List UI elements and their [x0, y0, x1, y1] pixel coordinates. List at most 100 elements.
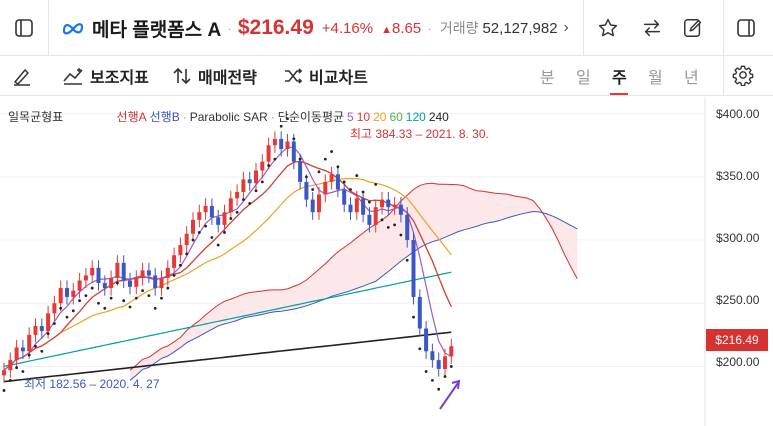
compare-chart-label: 비교차트 [309, 70, 368, 87]
sar-dot [342, 180, 346, 184]
sar-dot [191, 238, 195, 242]
candle-body [102, 283, 107, 289]
sar-dot [305, 175, 308, 179]
legend-item: · [182, 110, 187, 124]
candle-body [241, 179, 246, 193]
period-day[interactable]: 일 [576, 70, 591, 87]
y-axis-label: $300.00 [716, 231, 760, 245]
sar-dot [90, 286, 94, 290]
candle-body [310, 199, 315, 213]
sar-dot [109, 296, 113, 300]
candle-body [266, 145, 271, 162]
candle-body [222, 212, 227, 225]
legend-item: Parabolic SAR [189, 110, 268, 124]
sar-dot [216, 243, 220, 247]
indicators-button[interactable]: 보조지표 [62, 64, 149, 88]
candle-body [260, 161, 265, 171]
sar-dot [65, 315, 69, 319]
sar-dot [15, 366, 18, 370]
change-amount: ▲8.65 [381, 20, 421, 37]
candle-body [109, 277, 114, 289]
candle-body [443, 356, 447, 369]
leading-span-a-line [129, 182, 578, 371]
sar-dot [361, 190, 365, 194]
period-minute[interactable]: 분 [540, 70, 555, 87]
candle-body [430, 351, 435, 361]
candle-body [449, 346, 454, 357]
candle-body [178, 245, 183, 256]
sar-dot [59, 306, 63, 310]
candle-body [52, 303, 57, 314]
legend-item: 선행B [149, 110, 180, 124]
period-month[interactable]: 월 [648, 70, 663, 87]
candle-body [380, 199, 384, 208]
y-axis-label: $350.00 [716, 169, 760, 183]
ma-240-line [3, 331, 452, 383]
candle-body [367, 214, 372, 225]
sar-dot [380, 218, 384, 222]
strategy-button[interactable]: 매매전략 [172, 64, 257, 88]
sar-dot [210, 236, 214, 239]
sidebar-toggle-button[interactable] [8, 12, 40, 44]
candle-body [77, 280, 82, 291]
candle-body [405, 214, 410, 241]
sar-dot [21, 370, 25, 373]
candle-body [417, 296, 422, 329]
stock-price: $216.49 [237, 16, 314, 39]
candle-body [329, 174, 334, 182]
sar-dot [172, 274, 176, 277]
strategy-label: 매매전략 [198, 70, 257, 87]
period-year[interactable]: 년 [684, 70, 699, 87]
sar-dot [122, 299, 126, 303]
candle-body [424, 328, 429, 352]
sar-dot [449, 365, 453, 368]
sar-dot [229, 217, 233, 220]
favorite-button[interactable] [592, 12, 624, 44]
sar-dot [103, 306, 107, 310]
candle-body [361, 198, 366, 215]
sar-dot [298, 157, 302, 161]
legend-item: · [270, 110, 275, 124]
sar-dot [393, 223, 396, 227]
chart-canvas[interactable] [0, 97, 773, 426]
annotation-arrow [439, 382, 459, 410]
candle-body [342, 189, 347, 205]
indicator-name: 일목균형표 [8, 110, 64, 124]
candle-body [354, 198, 359, 213]
price-chart[interactable] [0, 97, 773, 426]
sar-dot [84, 294, 88, 298]
sar-dot [204, 224, 208, 228]
swap-button[interactable] [636, 12, 668, 44]
candle-body [304, 181, 309, 200]
y-axis-label: $250.00 [716, 293, 760, 307]
ticker-header[interactable]: 메타 플랫폼스 A · $216.49 +4.16% ▲8.65 · 거래량 5… [62, 14, 569, 42]
current-price-tag: $216.49 [706, 329, 768, 351]
candle-body [121, 262, 126, 281]
sar-dot [160, 296, 163, 300]
sar-dot [223, 231, 226, 234]
edit-button[interactable] [677, 12, 709, 44]
sar-dot [317, 170, 321, 174]
drawing-tool-button[interactable] [12, 64, 38, 88]
compare-chart-button[interactable]: 비교차트 [283, 64, 368, 88]
sar-dot [424, 370, 428, 373]
period-week[interactable]: 주 [612, 70, 627, 87]
sar-dot [116, 281, 119, 285]
sar-dot [71, 309, 75, 313]
sar-dot [336, 165, 340, 169]
sar-dot [128, 305, 132, 309]
chevron-right-icon[interactable]: › [563, 19, 569, 36]
legend-item: 240 [428, 110, 449, 124]
right-panel-toggle-button[interactable] [730, 12, 762, 44]
annotation-arrow-head [451, 379, 461, 390]
sar-dot [97, 301, 100, 305]
sar-dot [242, 198, 245, 201]
chart-settings-button[interactable] [732, 64, 756, 88]
candle-body [140, 270, 145, 278]
sar-dot [260, 180, 264, 184]
chart-legend: 일목균형표 선행A 선행B · Parabolic SAR · 단순이동평균 5 10 20 60… [8, 108, 455, 125]
sar-dot [418, 347, 422, 351]
candle-body [128, 280, 132, 287]
sar-dot [286, 117, 289, 121]
sar-dot [141, 289, 145, 292]
